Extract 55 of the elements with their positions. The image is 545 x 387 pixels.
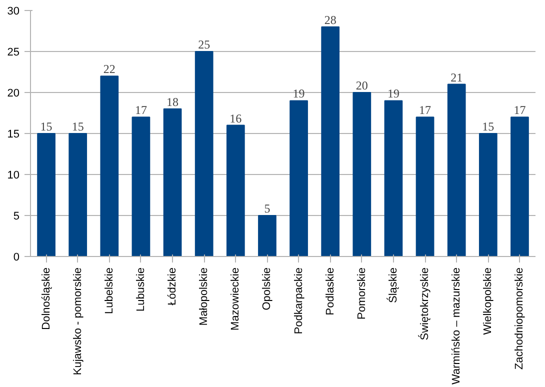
data-label: 18 [166,94,179,109]
data-label: 15 [72,120,84,134]
x-tick-label: Świętokrzyskie [418,267,432,340]
bar [100,76,119,256]
x-tick-label: Śląskie [386,267,400,303]
x-tick-label: Małopolskie [198,267,210,326]
data-label: 17 [419,103,432,118]
bar [478,133,498,256]
bar [290,100,308,256]
bar [352,92,372,256]
y-tick-label: 5 [13,210,20,222]
bar [258,215,276,256]
x-tick-label: Warmińsko – mazurskie [450,267,463,384]
data-label: 15 [40,120,52,134]
x-tick-label: Lubuskie [134,267,147,312]
data-label: 17 [134,103,147,118]
bar [163,108,182,256]
data-label: 5 [264,202,270,216]
y-tick-label: 15 [7,128,20,140]
data-label: 17 [514,103,526,118]
data-label: 20 [356,78,368,92]
bar [132,116,150,256]
bar [447,84,466,256]
bar [321,26,340,256]
data-label: 25 [198,38,210,52]
x-tick-label: Podkarpackie [292,267,305,334]
x-tick-label: Lubelskie [103,267,116,314]
data-label: 19 [292,86,305,101]
bar [68,133,88,256]
bar [510,116,529,256]
bar [37,133,56,256]
data-label: 19 [387,86,400,101]
bar [194,51,214,256]
x-tick-label: Mazowieckie [230,267,242,330]
x-tick-label: Podlaskie [324,267,336,316]
y-tick-label: 25 [7,46,20,58]
y-tick-label: 0 [13,252,20,264]
x-tick-label: Dolnośląskie [40,267,52,330]
data-label: 16 [230,111,242,126]
x-tick-label: Kujawsko - pomorskie [72,268,84,376]
bar [226,124,245,256]
x-tick-label: Zachodniopomorskie [514,267,526,370]
data-label: 22 [103,62,116,76]
y-tick-label: 30 [7,6,20,18]
x-tick-label: Opolskie [261,268,274,310]
y-tick-label: 10 [7,170,20,182]
y-tick-label: 20 [7,88,20,100]
data-label: 15 [482,120,494,134]
bar [384,100,403,256]
data-label: 28 [324,12,336,27]
x-tick-label: Pomorskie [356,267,368,320]
bar [416,116,434,256]
x-tick-label: Wielkopolskie [482,267,494,335]
x-tick-label: Łódzkie [166,267,179,306]
data-label: 21 [450,70,463,84]
